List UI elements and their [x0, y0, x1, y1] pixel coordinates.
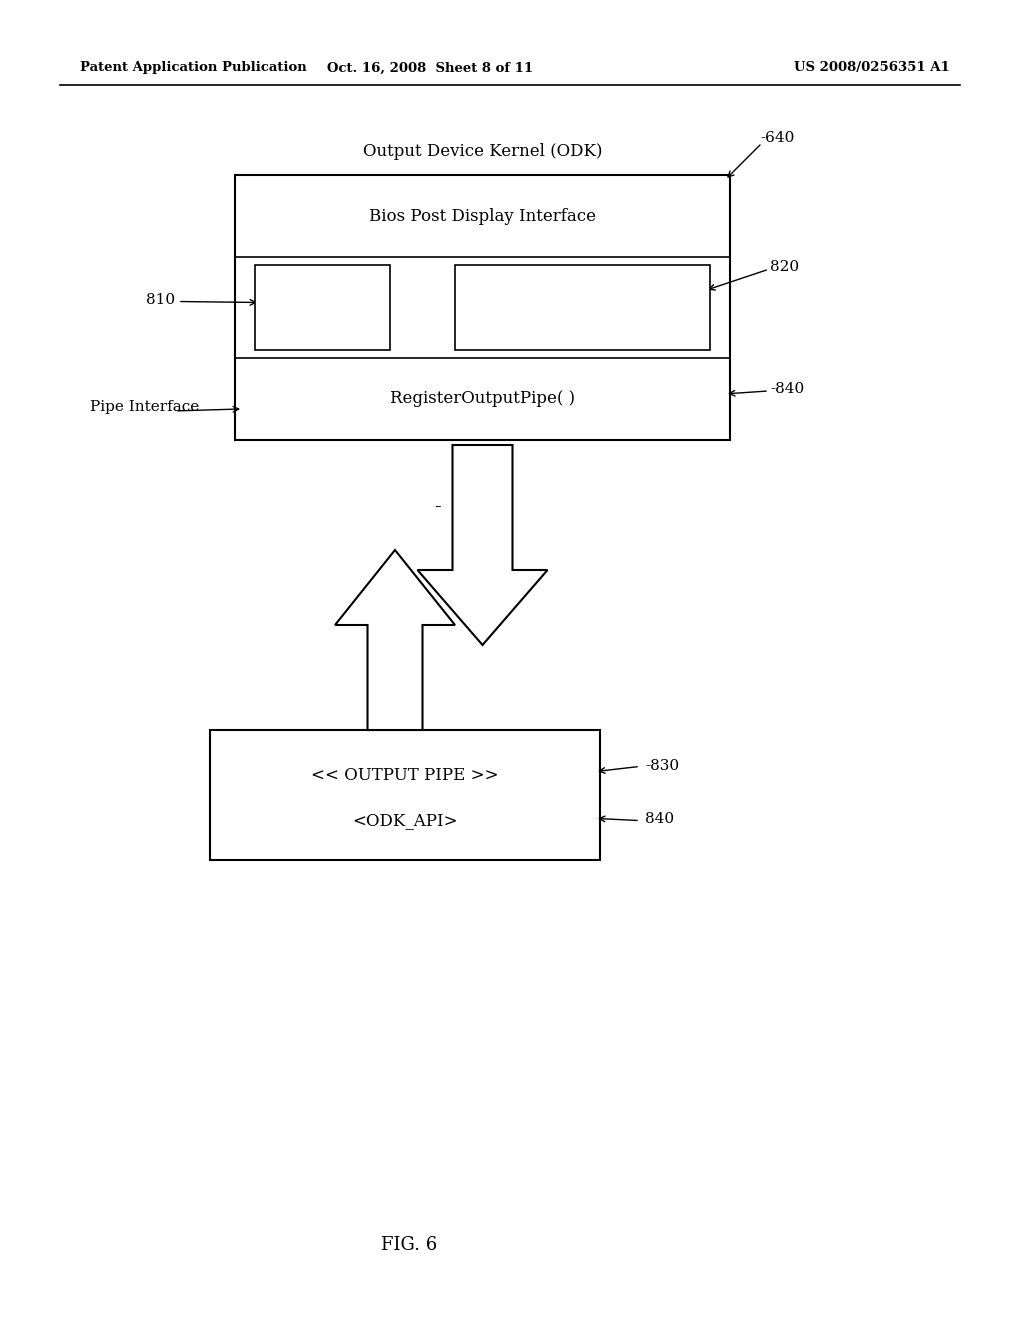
- Text: 840: 840: [645, 812, 674, 825]
- Bar: [455, 265, 710, 350]
- Text: <ODK_API>: <ODK_API>: [352, 813, 458, 829]
- Text: INT 16h
Interface: INT 16h Interface: [288, 293, 357, 322]
- Text: << OUTPUT PIPE >>: << OUTPUT PIPE >>: [311, 767, 499, 784]
- Bar: [210, 730, 600, 861]
- Polygon shape: [335, 550, 455, 730]
- Text: FIG. 6: FIG. 6: [382, 1236, 437, 1254]
- Text: -840: -840: [770, 381, 804, 396]
- Bar: [255, 265, 390, 350]
- Text: RegisterOutputPipe( ): RegisterOutputPipe( ): [390, 391, 575, 408]
- Text: Patent Application Publication: Patent Application Publication: [80, 62, 307, 74]
- Text: -: -: [434, 499, 440, 516]
- Text: 810: 810: [145, 293, 175, 306]
- Text: Oct. 16, 2008  Sheet 8 of 11: Oct. 16, 2008 Sheet 8 of 11: [327, 62, 534, 74]
- Bar: [234, 176, 730, 440]
- Text: Pipe Interface: Pipe Interface: [90, 400, 200, 414]
- Polygon shape: [418, 445, 548, 645]
- Text: Native Display
Interface: Native Display Interface: [526, 293, 639, 322]
- Text: US 2008/0256351 A1: US 2008/0256351 A1: [795, 62, 950, 74]
- Text: Bios Post Display Interface: Bios Post Display Interface: [369, 207, 596, 224]
- Text: -830: -830: [645, 759, 679, 774]
- Text: -640: -640: [760, 131, 795, 145]
- Text: Output Device Kernel (ODK): Output Device Kernel (ODK): [362, 143, 602, 160]
- Text: 820: 820: [770, 260, 799, 275]
